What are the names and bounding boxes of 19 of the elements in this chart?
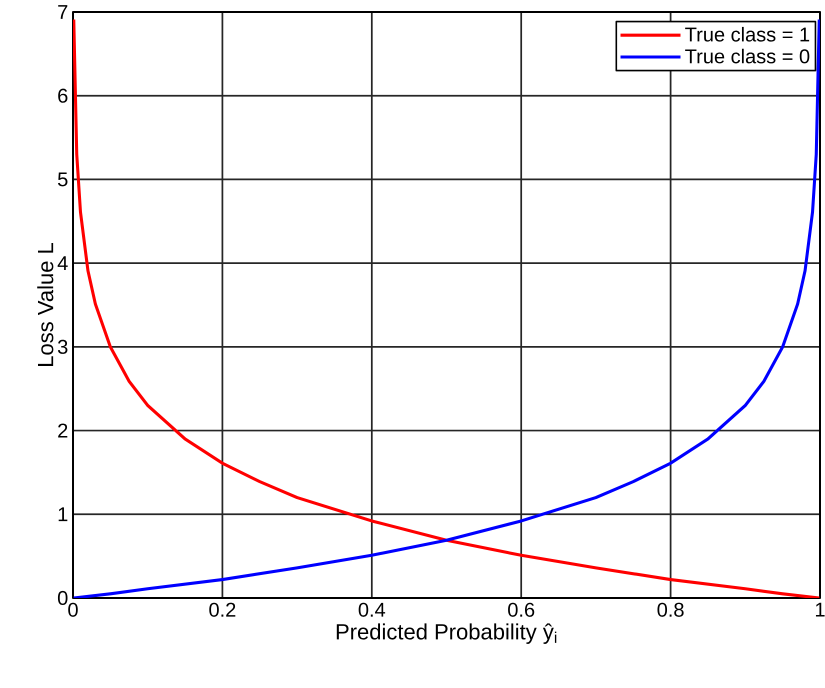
x-tick-label: 0.2	[209, 602, 236, 617]
x-tick-label: 0	[68, 602, 78, 617]
y-tick-label: 2	[58, 424, 68, 438]
y-tick-label: 4	[58, 256, 68, 270]
x-tick-label: 0.6	[508, 602, 534, 617]
legend-label: True class = 0	[685, 48, 810, 64]
y-tick-label: 3	[58, 340, 68, 354]
y-tick-label: 0	[58, 590, 68, 606]
x-tick-label: 0.4	[358, 602, 386, 617]
legend-label: True class = 1	[685, 26, 810, 42]
y-tick-label: 1	[58, 507, 68, 522]
y-tick-label: 7	[58, 5, 68, 19]
x-tick-label: 0.8	[657, 602, 684, 617]
y-tick-label: 6	[58, 88, 68, 103]
y-tick-label: 5	[58, 172, 68, 186]
line-series	[73, 18, 820, 598]
x-tick-label: 1	[816, 602, 825, 616]
y-axis-title: Loss Value L	[37, 242, 54, 366]
x-axis-title: Predicted Probability ŷ$_{i}$	[336, 623, 556, 644]
